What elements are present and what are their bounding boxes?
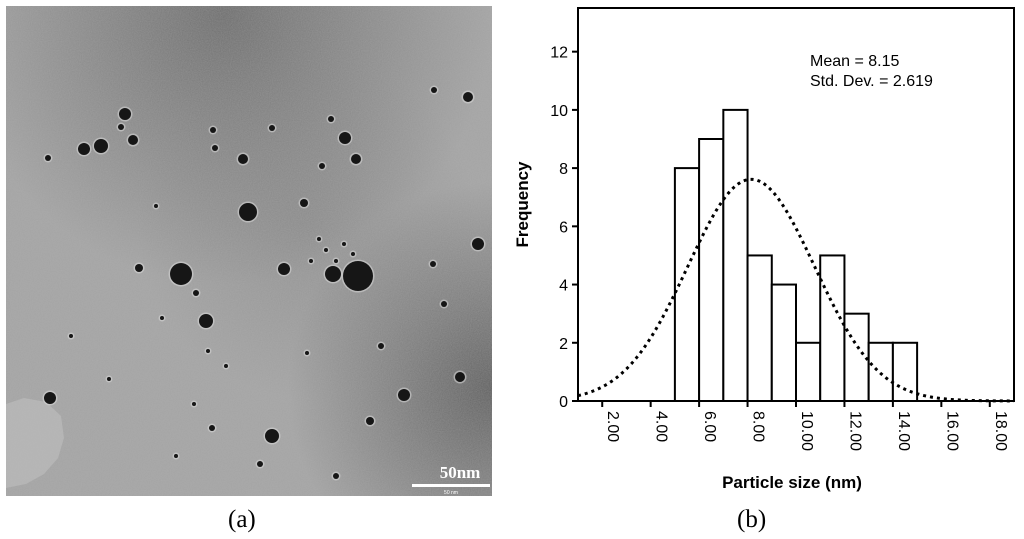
particle (154, 204, 158, 208)
y-axis-title: Frequency (513, 161, 532, 248)
particle (199, 314, 213, 328)
particle (209, 425, 215, 431)
panel-label-b: (b) (737, 506, 767, 533)
particle (257, 461, 263, 467)
particle (170, 263, 192, 285)
particle (343, 261, 373, 291)
x-tick-label: 14.00 (895, 411, 912, 451)
particle (278, 263, 290, 275)
particle (305, 351, 309, 355)
particle (333, 473, 339, 479)
x-tick-label: 18.00 (992, 411, 1009, 451)
x-axis-title: Particle size (nm) (722, 473, 862, 492)
scale-bar-line (412, 484, 490, 487)
histogram-bar (770, 283, 797, 402)
particle (174, 454, 178, 458)
particle (441, 301, 447, 307)
particle (265, 429, 279, 443)
y-tick-label: 10 (550, 103, 568, 120)
x-tick-label: 6.00 (701, 411, 718, 442)
histogram-bar (891, 341, 919, 402)
histogram-bar (698, 138, 725, 402)
particle (210, 127, 216, 133)
particle (351, 252, 355, 256)
particle (325, 266, 341, 282)
x-axis: 2.00 4.00 6.00 8.00 10.00 12.00 14.00 16.00 18.0… (601, 401, 1009, 451)
particle (324, 248, 328, 252)
particle (378, 343, 384, 349)
particle (300, 199, 308, 207)
histogram-bar (795, 341, 822, 402)
y-tick-label: 4 (559, 278, 568, 295)
histogram-bar (722, 108, 749, 402)
tem-image: 50nm 50 nm (6, 6, 492, 496)
histogram-bar (867, 341, 894, 402)
x-tick-label: 4.00 (653, 411, 670, 442)
particle (107, 377, 111, 381)
x-tick-label: 12.00 (846, 411, 863, 451)
particle (78, 143, 90, 155)
particle (317, 237, 321, 241)
particle (334, 259, 338, 263)
mean-label: Mean = 8.15 (810, 53, 900, 70)
std-dev-label: Std. Dev. = 2.619 (810, 73, 933, 90)
particle (45, 155, 51, 161)
particle (128, 135, 138, 145)
particle (160, 316, 164, 320)
x-tick-label: 16.00 (943, 411, 960, 451)
scale-bar-label: 50nm (440, 463, 481, 482)
particle (224, 364, 228, 368)
particle (319, 163, 325, 169)
particle (430, 261, 436, 267)
particle (44, 392, 56, 404)
particle (212, 145, 218, 151)
particle (455, 372, 465, 382)
particle (398, 389, 410, 401)
particle (342, 242, 346, 246)
panel-label-a: (a) (228, 506, 256, 533)
particle (366, 417, 374, 425)
particle (463, 92, 473, 102)
histogram-bar (843, 312, 870, 402)
scale-bar-sublabel: 50 nm (444, 490, 458, 496)
y-tick-label: 0 (559, 394, 568, 411)
particle (351, 154, 361, 164)
histogram-chart: 0 2 4 6 8 10 12 2.00 4.00 6.00 8.00 10.00 12.00 14.0… (500, 0, 1024, 539)
y-axis: 0 2 4 6 8 10 12 (550, 45, 578, 411)
particle (238, 154, 248, 164)
histogram-bar (746, 254, 773, 402)
y-tick-label: 2 (559, 336, 568, 353)
histogram-bars (673, 108, 919, 402)
particle (328, 116, 334, 122)
histogram-bar (819, 254, 846, 402)
particle (118, 124, 124, 130)
nanoparticles (42, 85, 486, 481)
y-tick-label: 12 (550, 45, 568, 62)
x-tick-label: 8.00 (750, 411, 767, 442)
particle (119, 108, 131, 120)
particle (69, 334, 73, 338)
particle (239, 203, 257, 221)
particle (192, 402, 196, 406)
histogram-svg: 0 2 4 6 8 10 12 2.00 4.00 6.00 8.00 10.00 12.00 14.0… (513, 7, 1015, 492)
x-tick-label: 2.00 (604, 411, 621, 442)
tem-micrograph: 50nm 50 nm (6, 6, 492, 496)
particle (472, 238, 484, 250)
particle (339, 132, 351, 144)
particle (94, 139, 108, 153)
x-tick-label: 10.00 (798, 411, 815, 451)
particle (431, 87, 437, 93)
particle (193, 290, 199, 296)
scale-bar: 50nm 50 nm (412, 463, 490, 496)
particle (135, 264, 143, 272)
particle (206, 349, 210, 353)
y-tick-label: 8 (559, 161, 568, 178)
particle (269, 125, 275, 131)
y-tick-label: 6 (559, 219, 568, 236)
particle (309, 259, 313, 263)
